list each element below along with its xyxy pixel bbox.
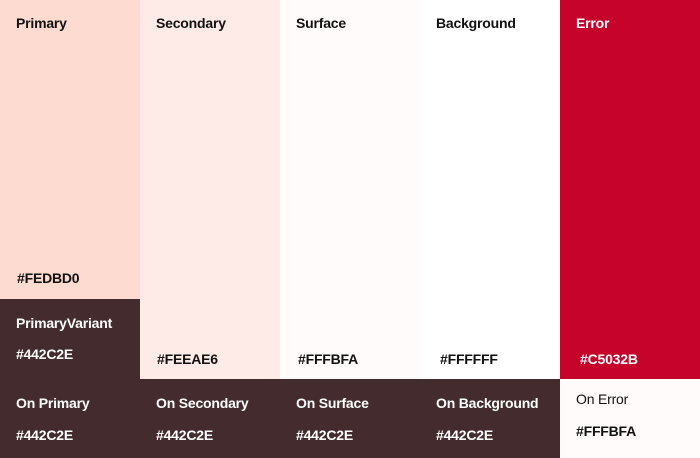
swatch-hex: #FFFFFF [440, 351, 498, 367]
swatch-label: On Background [436, 395, 539, 411]
swatch-label: Error [576, 15, 610, 31]
swatch-label: On Error [576, 391, 629, 407]
swatch-hex: #442C2E [296, 427, 353, 443]
swatch-label: On Primary [16, 395, 90, 411]
swatch-hex: #442C2E [16, 427, 73, 443]
swatch-on-primary: On Primary #442C2E [0, 379, 140, 458]
swatch-label: Primary [16, 15, 67, 31]
swatch-label: On Surface [296, 395, 369, 411]
swatch-label: Secondary [156, 15, 226, 31]
swatch-hex: #FFFBFA [298, 351, 359, 367]
swatch-on-secondary: On Secondary #442C2E [140, 379, 280, 458]
swatch-label: On Secondary [156, 395, 249, 411]
swatch-surface: Surface #FFFBFA [280, 0, 420, 379]
swatch-hex: #FEEAE6 [157, 351, 218, 367]
swatch-hex: #C5032B [580, 351, 638, 367]
swatch-label: Background [436, 15, 516, 31]
swatch-hex: #442C2E [436, 427, 493, 443]
swatch-hex: #442C2E [16, 346, 73, 362]
swatch-primary-variant: PrimaryVariant #442C2E [0, 299, 140, 379]
swatch-on-background: On Background #442C2E [420, 379, 560, 458]
swatch-error: Error #C5032B [560, 0, 700, 379]
swatch-primary: Primary #FEDBD0 [0, 0, 140, 299]
swatch-secondary: Secondary #FEEAE6 [140, 0, 280, 379]
swatch-hex: #FFFBFA [576, 423, 637, 439]
swatch-hex: #FEDBD0 [17, 270, 80, 286]
swatch-on-error: On Error #FFFBFA [560, 379, 700, 458]
swatch-on-surface: On Surface #442C2E [280, 379, 420, 458]
swatch-hex: #442C2E [156, 427, 213, 443]
swatch-label: PrimaryVariant [16, 315, 113, 331]
swatch-background: Background #FFFFFF [420, 0, 560, 379]
swatch-label: Surface [296, 15, 346, 31]
